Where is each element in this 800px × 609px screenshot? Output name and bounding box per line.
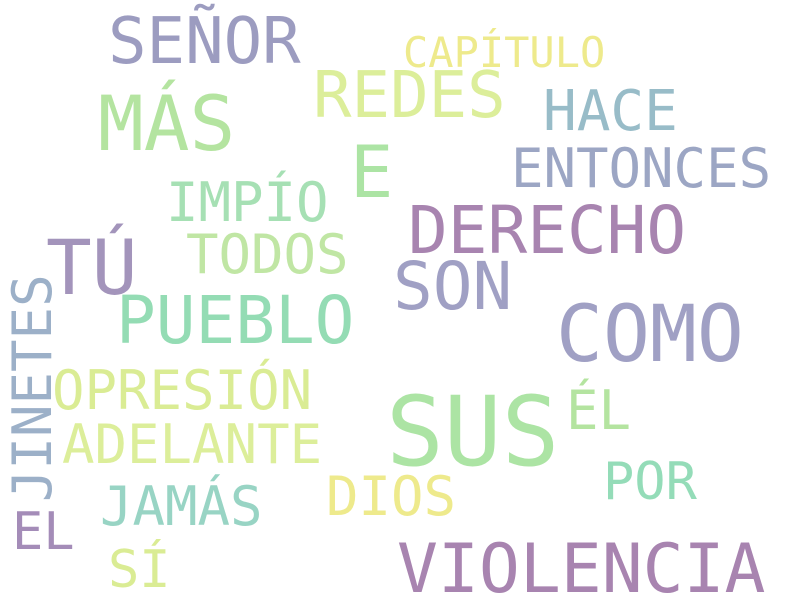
word-e: E <box>350 130 394 214</box>
word-son: SON <box>393 248 513 325</box>
word-jamas: JAMÁS <box>100 475 263 538</box>
word-por: POR <box>603 452 697 512</box>
word-senor: SEÑOR <box>108 5 301 79</box>
word-hace: HACE <box>543 79 678 144</box>
word-tu: TÚ <box>46 223 138 312</box>
word-opresion: OPRESIÓN <box>52 359 313 422</box>
word-impio: IMPÍO <box>166 171 329 234</box>
word-entonces: ENTONCES <box>511 137 772 200</box>
word-sus: SUS <box>386 376 560 488</box>
word-adelante: ADELANTE <box>62 413 323 476</box>
word-el-accent: ÉL <box>566 379 632 442</box>
word-capitulo: CAPÍTULO <box>403 28 606 77</box>
word-redes: REDES <box>313 59 506 133</box>
word-mas: MÁS <box>98 79 236 168</box>
word-todos: TODOS <box>186 223 349 286</box>
word-derecho: DERECHO <box>408 192 687 269</box>
word-como: COMO <box>556 290 744 380</box>
word-si: SÍ <box>108 540 171 600</box>
word-violencia: VIOLENCIA <box>397 530 766 609</box>
word-dios: DIOS <box>326 465 457 528</box>
word-pueblo: PUEBLO <box>116 282 355 359</box>
word-el: EL <box>12 502 75 562</box>
